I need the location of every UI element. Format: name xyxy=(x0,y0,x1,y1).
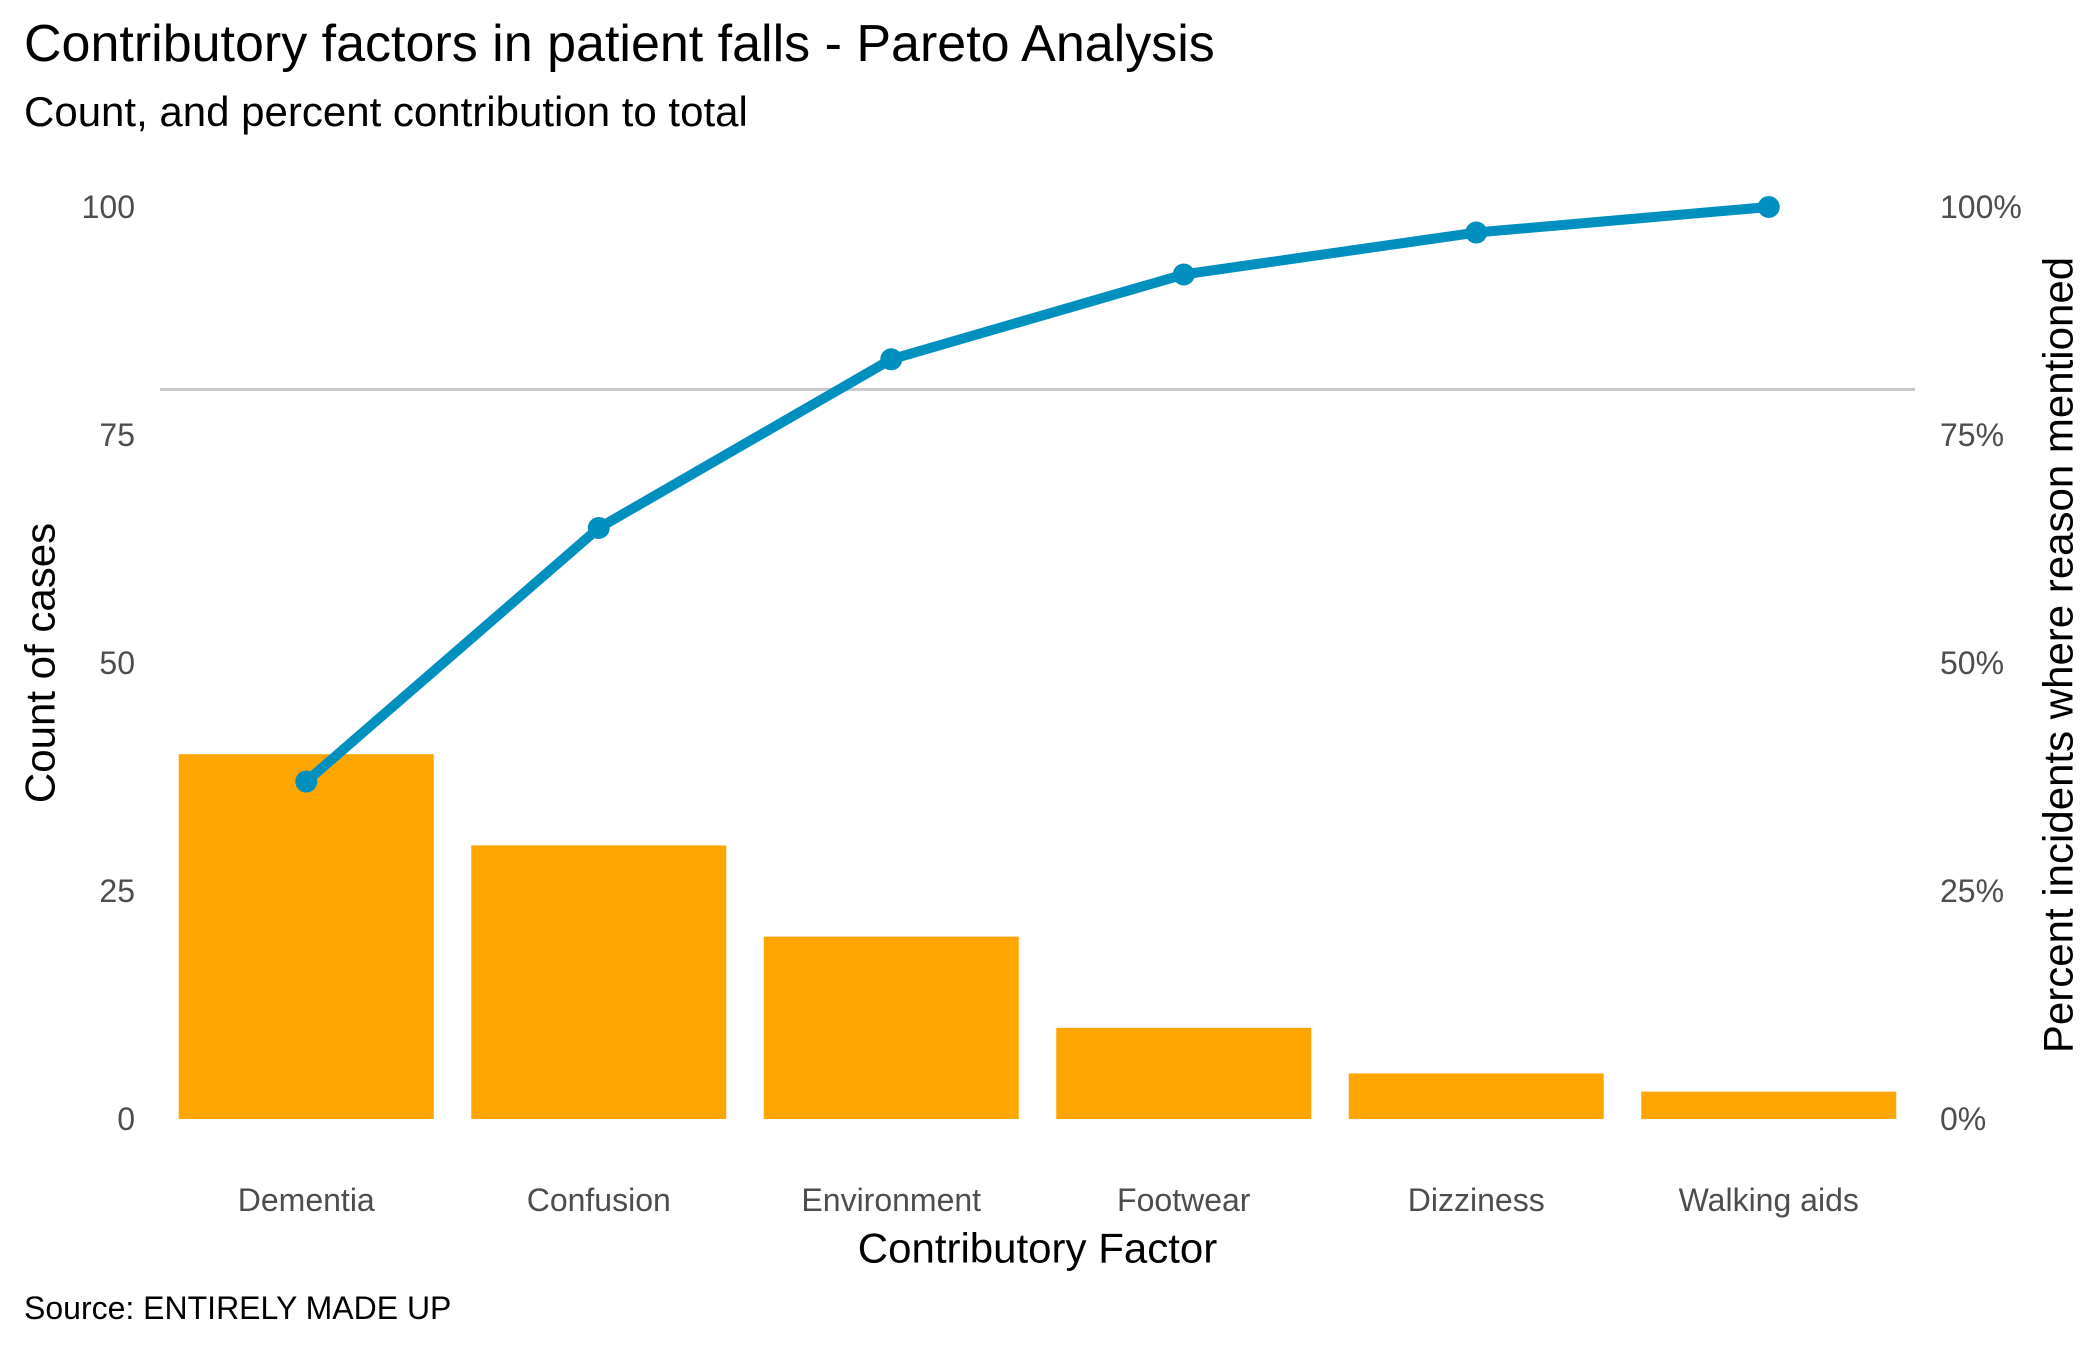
bar-dizziness xyxy=(1348,1073,1604,1119)
x-axis-title: Contributory Factor xyxy=(858,1225,1217,1272)
y2-tick-label: 25% xyxy=(1940,873,2004,909)
x-tick-label: Confusion xyxy=(527,1182,671,1218)
y-axis-title: Count of cases xyxy=(17,523,64,803)
y-tick-label: 25 xyxy=(99,873,135,909)
bar-environment xyxy=(763,936,1019,1119)
x-tick-label: Walking aids xyxy=(1679,1182,1859,1218)
y2-axis-title: Percent incidents where reason mentioned xyxy=(2035,257,2082,1053)
x-tick-label: Footwear xyxy=(1117,1182,1251,1218)
y-tick-label: 0 xyxy=(117,1101,135,1137)
x-tick-label: Environment xyxy=(801,1182,981,1218)
y2-tick-label: 50% xyxy=(1940,645,2004,681)
cumulative-line-layer xyxy=(295,196,1780,793)
cumulative-point-walking-aids xyxy=(1757,196,1780,218)
cumulative-point-dizziness xyxy=(1465,221,1488,244)
bar-walking-aids xyxy=(1641,1091,1897,1119)
chart-subtitle: Count, and percent contribution to total xyxy=(24,88,748,135)
cumulative-point-confusion xyxy=(587,517,610,540)
bar-confusion xyxy=(471,845,727,1119)
axis-layer: 0 25 50 75 100 0% 25% 50% 75% 100% Dementia Confusi… xyxy=(17,189,2082,1272)
y2-tick-label: 100% xyxy=(1940,189,2022,225)
chart-title: Contributory factors in patient falls - … xyxy=(24,15,1215,73)
y-tick-label: 100 xyxy=(82,189,135,225)
y-tick-label: 75 xyxy=(99,417,135,453)
cumulative-point-dementia xyxy=(295,770,318,793)
cumulative-point-footwear xyxy=(1172,263,1195,286)
x-tick-label: Dizziness xyxy=(1408,1182,1545,1218)
bar-dementia xyxy=(178,754,434,1119)
y2-tick-label: 75% xyxy=(1940,417,2004,453)
x-tick-label: Dementia xyxy=(238,1182,375,1218)
y-tick-label: 50 xyxy=(99,645,135,681)
cumulative-line xyxy=(301,202,1774,787)
y2-tick-label: 0% xyxy=(1940,1101,1986,1137)
cumulative-point-environment xyxy=(880,348,903,371)
bar-footwear xyxy=(1056,1027,1312,1119)
bars-layer xyxy=(178,754,1897,1119)
chart-caption: Source: ENTIRELY MADE UP xyxy=(24,1290,452,1326)
